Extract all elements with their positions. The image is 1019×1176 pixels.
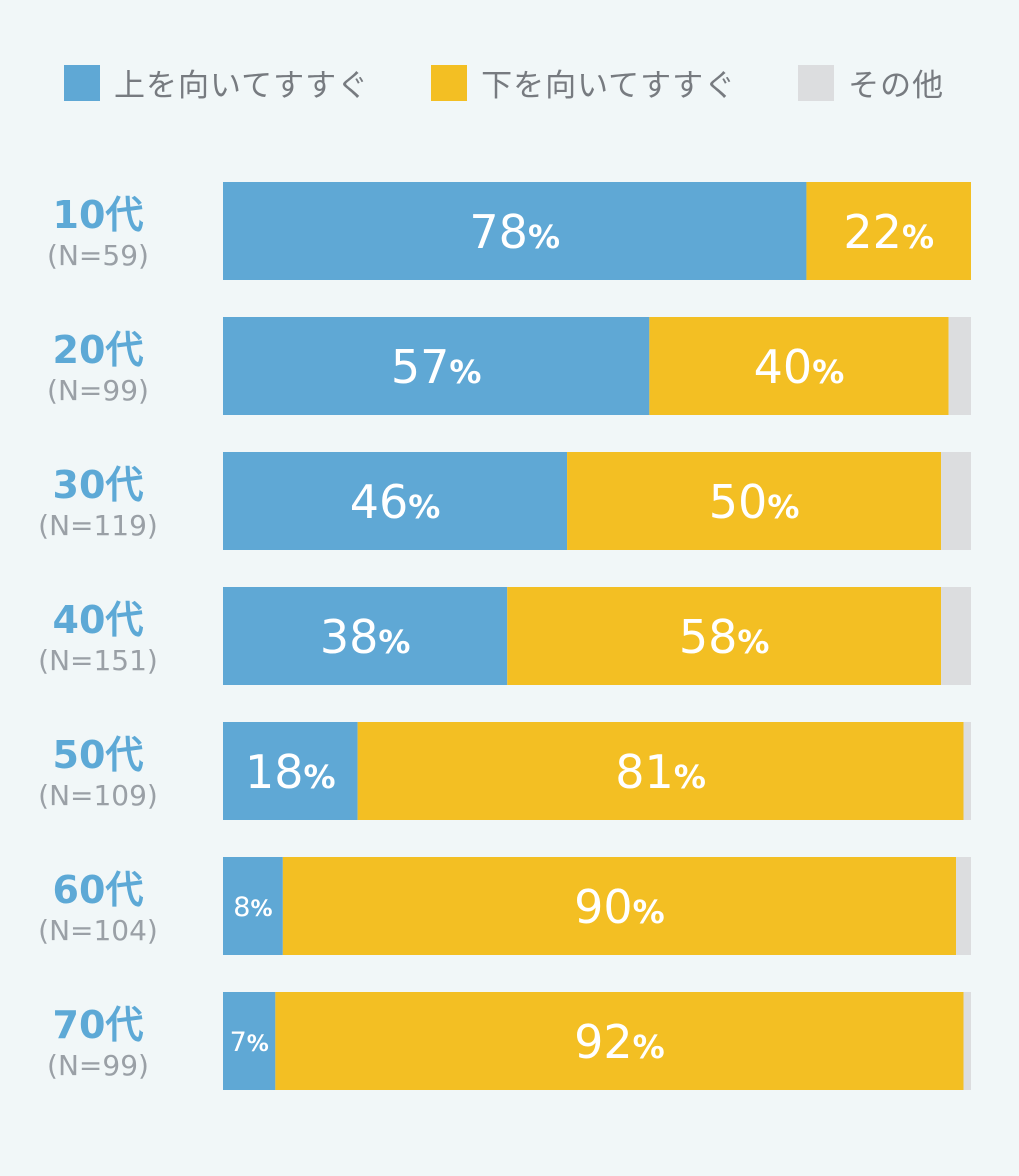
age-group: 60代 [52, 868, 144, 912]
category-label: 50代 (N=109) [14, 736, 182, 810]
legend-label: 上を向いてすすぐ [114, 68, 370, 104]
category-label: 10代 (N=59) [14, 196, 182, 270]
bar-segment [567, 452, 942, 550]
bar-value-label: 58% [679, 610, 770, 664]
bar-segment [806, 182, 971, 280]
bar-segment [223, 722, 358, 820]
bar-segment [941, 587, 971, 685]
legend-swatch [64, 64, 100, 101]
bar-segment [282, 857, 957, 955]
bar-segment [223, 317, 650, 415]
bar-segment [223, 182, 807, 280]
sample-size: (N=99) [47, 374, 149, 407]
bar-segment [357, 722, 964, 820]
age-group: 70代 [52, 1003, 144, 1047]
age-group: 10代 [52, 193, 144, 237]
category-label: 20代 (N=99) [14, 331, 182, 405]
bar-segment [507, 587, 942, 685]
bar-value-label: 50% [709, 475, 800, 529]
bar-value-label: 57% [391, 340, 482, 394]
bar-segment [963, 992, 971, 1090]
bar-value-label: 92% [574, 1015, 665, 1069]
age-group: 50代 [52, 733, 144, 777]
bar-segment [948, 317, 971, 415]
age-group: 20代 [52, 328, 144, 372]
bar-value-label: 40% [754, 340, 845, 394]
legend: 上を向いてすすぐ 下を向いてすすぐ その他 [64, 60, 1006, 105]
bar-segment [223, 992, 276, 1090]
bar-value-label: 8% [233, 892, 272, 923]
bar-value-label: 18% [245, 745, 336, 799]
bar-value-label: 90% [574, 880, 665, 934]
legend-item: その他 [798, 60, 944, 105]
bar-segment [956, 857, 971, 955]
legend-label: 下を向いてすすぐ [481, 68, 737, 104]
bar-segment [223, 587, 508, 685]
category-label: 70代 (N=99) [14, 1006, 182, 1080]
category-label: 40代 (N=151) [14, 601, 182, 675]
legend-swatch [798, 64, 835, 101]
sample-size: (N=59) [47, 239, 149, 272]
sample-size: (N=109) [38, 779, 158, 812]
bar-value-label: 81% [615, 745, 706, 799]
legend-item: 上を向いてすすぐ [64, 60, 369, 105]
bar-segment [275, 992, 964, 1090]
category-label: 60代 (N=104) [14, 871, 182, 945]
category-label: 30代 (N=119) [14, 466, 182, 540]
bar-value-label: 22% [843, 205, 934, 259]
legend-item: 下を向いてすすぐ [431, 60, 736, 105]
bar-value-label: 78% [469, 205, 560, 259]
age-group: 40代 [52, 598, 144, 642]
bar-segment [223, 857, 283, 955]
sample-size: (N=151) [38, 644, 158, 677]
bar-segment [963, 722, 971, 820]
bar-value-label: 7% [230, 1027, 269, 1058]
legend-label: その他 [848, 68, 945, 104]
sample-size: (N=99) [47, 1049, 149, 1082]
bar-segment [649, 317, 949, 415]
bar-segment [223, 452, 568, 550]
age-group: 30代 [52, 463, 144, 507]
sample-size: (N=104) [38, 914, 158, 947]
bar-segment [941, 452, 971, 550]
sample-size: (N=119) [38, 509, 158, 542]
bar-value-label: 46% [350, 475, 441, 529]
legend-swatch [431, 64, 468, 101]
bar-value-label: 38% [320, 610, 411, 664]
